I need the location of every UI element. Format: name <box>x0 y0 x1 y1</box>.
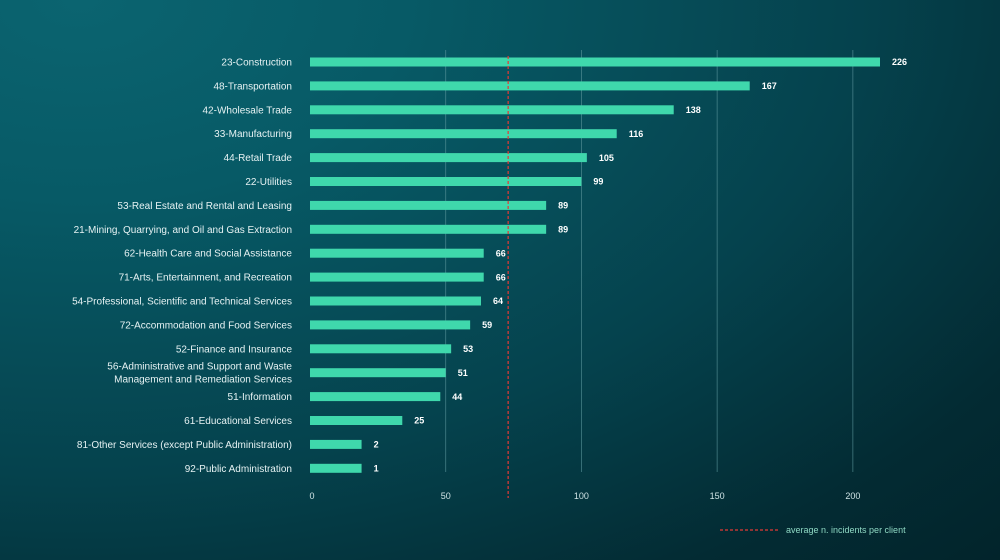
category-label: 22-Utilities <box>245 177 292 188</box>
category-label: 81-Other Services (except Public Adminis… <box>77 440 292 451</box>
bar <box>310 272 484 282</box>
value-label: 226 <box>892 57 907 67</box>
x-tick-label: 150 <box>710 491 725 501</box>
value-label: 1 <box>374 464 379 474</box>
bar <box>310 439 362 449</box>
category-label: 56-Administrative and Support and Waste M… <box>107 362 292 386</box>
category-label: 62-Health Care and Social Assistance <box>124 249 292 260</box>
gridlines <box>445 50 854 472</box>
value-label: 53 <box>463 344 473 354</box>
category-label: 21-Mining, Quarrying, and Oil and Gas Ex… <box>74 225 292 236</box>
category-label: 61-Educational Services <box>184 416 292 427</box>
value-label: 64 <box>493 296 503 306</box>
category-label: 33-Manufacturing <box>214 129 292 140</box>
category-label: 51-Information <box>228 392 292 403</box>
value-label: 66 <box>496 248 506 258</box>
bar <box>310 57 880 67</box>
bar <box>310 105 674 115</box>
category-label: 53-Real Estate and Rental and Leasing <box>117 201 292 212</box>
legend-label: average n. incidents per client <box>786 525 906 535</box>
bars <box>310 57 880 473</box>
bar <box>310 392 441 402</box>
value-label: 51 <box>458 368 468 378</box>
x-axis-ticks: 0 50 100 150 200 <box>309 491 860 501</box>
bar <box>310 81 750 91</box>
category-labels: 23-Construction 48-Transportation 42-Whole… <box>72 58 292 475</box>
category-label: 48-Transportation <box>213 81 292 92</box>
category-label: 72-Accommodation and Food Services <box>120 320 292 331</box>
value-label: 167 <box>762 81 777 91</box>
bar <box>310 296 481 306</box>
category-label: 92-Public Administration <box>185 464 292 475</box>
x-tick-label: 0 <box>309 491 314 501</box>
bar <box>310 416 403 425</box>
category-label: 44-Retail Trade <box>224 153 293 164</box>
value-label: 89 <box>558 201 568 211</box>
category-label: 42-Wholesale Trade <box>203 105 293 116</box>
x-tick-label: 200 <box>845 491 860 501</box>
value-label: 99 <box>593 177 603 187</box>
bar <box>310 129 617 139</box>
bar <box>310 153 587 163</box>
category-label: 54-Professional, Scientific and Technica… <box>72 297 292 308</box>
category-label: 23-Construction <box>221 58 292 69</box>
x-tick-label: 100 <box>574 491 589 501</box>
value-label: 66 <box>496 272 506 282</box>
x-tick-label: 50 <box>441 491 451 501</box>
bar <box>310 177 582 186</box>
category-label: 71-Arts, Entertainment, and Recreation <box>119 273 292 284</box>
value-label: 138 <box>686 105 701 115</box>
value-label: 2 <box>374 440 379 450</box>
value-label: 105 <box>599 153 614 163</box>
value-labels: 226 167 138 116 105 99 89 89 66 66 64 59 53 51 44 25 2 1 <box>374 57 907 473</box>
bar <box>310 224 547 234</box>
bar <box>310 248 484 258</box>
value-label: 59 <box>482 320 492 330</box>
bar <box>310 200 547 210</box>
bar <box>310 463 362 473</box>
value-label: 25 <box>414 416 424 426</box>
legend: average n. incidents per client <box>720 525 906 535</box>
value-label: 44 <box>452 392 462 402</box>
bar <box>310 368 446 378</box>
value-label: 89 <box>558 225 568 235</box>
value-label: 116 <box>629 129 644 139</box>
category-label: 52-Finance and Insurance <box>176 344 293 355</box>
bar <box>310 320 471 330</box>
bar <box>310 344 452 354</box>
